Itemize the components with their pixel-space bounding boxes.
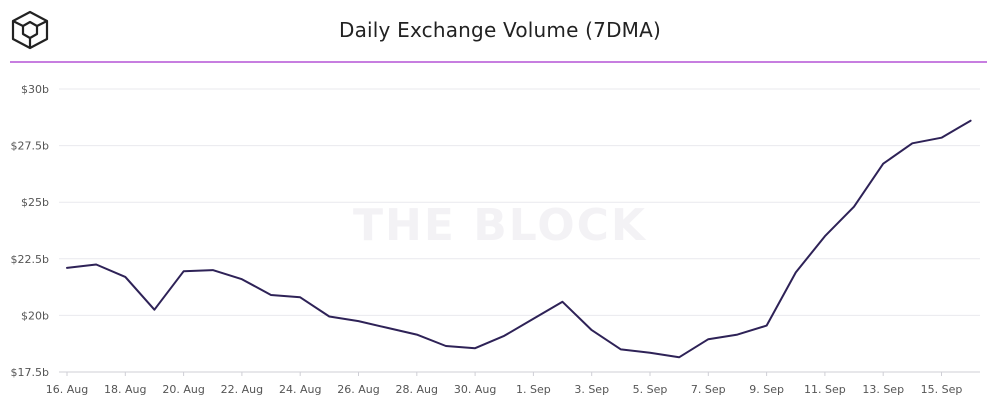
- data-point: [531, 317, 535, 321]
- data-point: [765, 324, 769, 328]
- data-point: [590, 328, 594, 332]
- x-tick-label: 22. Aug: [221, 383, 263, 396]
- x-tick-label: 24. Aug: [279, 383, 321, 396]
- data-point: [123, 275, 127, 279]
- y-tick-label: $22.5b: [11, 253, 49, 266]
- data-point: [910, 141, 914, 145]
- x-tick-label: 7. Sep: [691, 383, 726, 396]
- data-point: [969, 119, 973, 123]
- data-point: [444, 344, 448, 348]
- watermark-text: THE BLOCK: [352, 200, 647, 251]
- y-tick-label: $25b: [21, 196, 49, 209]
- data-point: [706, 337, 710, 341]
- data-point: [794, 270, 798, 274]
- data-point: [881, 162, 885, 166]
- x-tick-label: 15. Sep: [921, 383, 963, 396]
- x-tick-label: 18. Aug: [104, 383, 146, 396]
- chart-title: Daily Exchange Volume (7DMA): [338, 18, 662, 42]
- x-tick-label: 11. Sep: [804, 383, 846, 396]
- x-tick-label: 20. Aug: [162, 383, 204, 396]
- data-point: [415, 333, 419, 337]
- x-tick-label: 28. Aug: [396, 383, 438, 396]
- data-point: [648, 351, 652, 355]
- series-layer: [66, 119, 972, 359]
- data-points: [65, 119, 973, 360]
- data-point: [327, 315, 331, 319]
- data-point: [502, 334, 506, 338]
- data-point: [357, 319, 361, 323]
- x-axis-ticks: 16. Aug 18. Aug 20. Aug 22. Aug 24. Aug 26. A…: [46, 372, 963, 396]
- x-tick-label: 3. Sep: [574, 383, 609, 396]
- data-point: [677, 355, 681, 359]
- grid-lines: [59, 88, 980, 373]
- data-point: [240, 277, 244, 281]
- x-tick-label: 30. Aug: [454, 383, 496, 396]
- x-tick-label: 1. Sep: [516, 383, 551, 396]
- data-point: [94, 262, 98, 266]
- series-line: [66, 119, 972, 359]
- data-point: [152, 308, 156, 312]
- header-divider: [10, 61, 987, 63]
- data-point: [852, 205, 856, 209]
- y-tick-label: $20b: [21, 309, 49, 322]
- y-axis-ticks: $30b $27.5b $25b $22.5b $20b $17.5b: [11, 83, 49, 379]
- x-tick-label: 13. Sep: [862, 383, 904, 396]
- data-point: [940, 136, 944, 140]
- x-tick-label: 16. Aug: [46, 383, 88, 396]
- data-point: [182, 269, 186, 273]
- data-point: [65, 266, 69, 270]
- x-tick-label: 26. Aug: [337, 383, 379, 396]
- data-point: [823, 234, 827, 238]
- y-tick-label: $30b: [21, 83, 49, 96]
- the-block-logo-icon: [11, 10, 49, 50]
- data-point: [473, 346, 477, 350]
- y-tick-label: $27.5b: [11, 140, 49, 153]
- x-tick-label: 9. Sep: [749, 383, 784, 396]
- data-point: [211, 268, 215, 272]
- data-point: [269, 293, 273, 297]
- data-point: [386, 326, 390, 330]
- y-tick-label: $17.5b: [11, 366, 49, 379]
- x-tick-label: 5. Sep: [633, 383, 668, 396]
- data-point: [735, 333, 739, 337]
- data-point: [298, 295, 302, 299]
- data-point: [561, 300, 565, 304]
- data-point: [619, 347, 623, 351]
